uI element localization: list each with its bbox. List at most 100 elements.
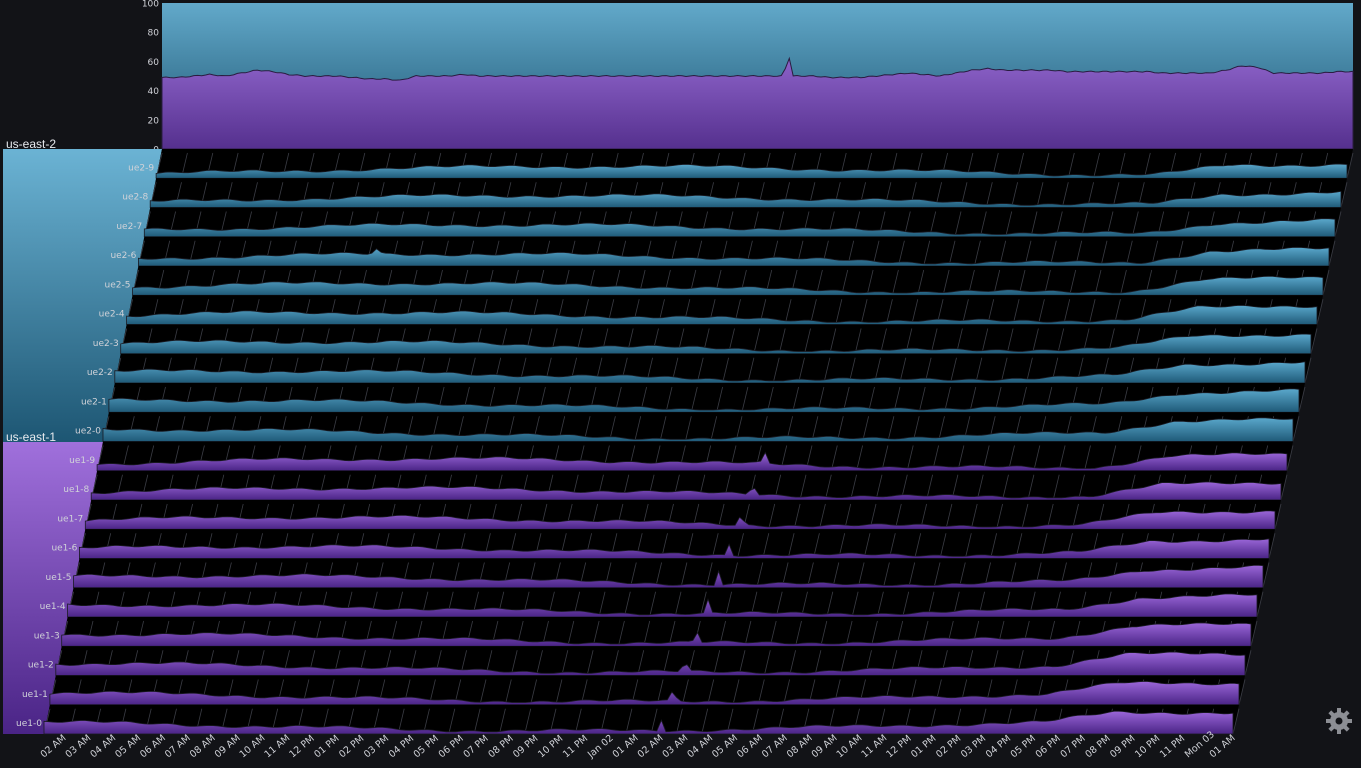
ridge-row-ue1-7: [84, 500, 1282, 530]
ridge-gridline: [567, 620, 575, 647]
ridge-row-ue1-5: [73, 558, 1270, 589]
row-label-ue1-4: ue1-4: [40, 602, 66, 612]
row-label-ue2-3: ue2-3: [93, 339, 119, 349]
ridge-row-ue2-5: [132, 266, 1330, 296]
ridge-gridline: [701, 708, 709, 735]
ridge-row-ue1-9: [96, 441, 1294, 472]
x-tick-label: 05 AM: [710, 733, 740, 761]
x-tick-label: 07 AM: [760, 733, 790, 761]
x-tick-label: 04 PM: [387, 733, 416, 760]
x-tick-label: 09 PM: [511, 733, 540, 760]
x-tick-label: 02 AM: [636, 733, 666, 761]
ridge-gridline: [1027, 474, 1035, 501]
ridge-gridline: [823, 357, 831, 384]
gear-icon[interactable]: [1326, 708, 1352, 734]
x-tick-label: 11 AM: [262, 733, 292, 761]
ridge-gridline: [850, 474, 857, 501]
summary-y-tick: 100: [142, 0, 159, 10]
row-label-ue2-6: ue2-6: [110, 251, 136, 261]
ridge-gridline: [871, 620, 878, 647]
x-tick-label: 06 PM: [437, 733, 466, 760]
ridgeline-rows: [43, 149, 1354, 735]
ridge-gridline: [829, 328, 837, 354]
x-tick-label: 07 PM: [1058, 733, 1087, 760]
x-tick-label: 05 PM: [412, 733, 441, 760]
ridge-gridline: [1057, 328, 1065, 354]
ridge-row-ue1-4: [67, 587, 1264, 618]
summary-y-tick: 60: [148, 58, 160, 68]
ridge-gridline: [862, 416, 869, 442]
ridge-gridline: [996, 503, 1003, 530]
x-tick-label: 08 AM: [188, 733, 218, 761]
ridge-area: [132, 275, 1324, 296]
ridge-gridline: [756, 562, 764, 588]
ridge-row-ue2-9: [155, 149, 1354, 179]
ridge-gridline: [981, 328, 989, 354]
x-tick-label: 03 AM: [63, 733, 93, 761]
ridge-gridline: [1038, 299, 1045, 325]
ridge-gridline: [945, 503, 953, 530]
ridge-gridline: [650, 708, 658, 735]
ridge-gridline: [479, 679, 487, 705]
x-tick-label: 02 PM: [337, 733, 366, 760]
ridge-area: [126, 304, 1318, 325]
ridge-gridline: [711, 533, 719, 559]
ridge-gridline: [918, 386, 926, 413]
x-tick-label: 05 PM: [1009, 733, 1038, 760]
x-tick-label: 03 PM: [362, 733, 391, 760]
ridge-row-ue2-0: [102, 412, 1300, 442]
ridge-gridline: [819, 503, 826, 530]
ridge-gridline: [665, 386, 673, 413]
ridge-gridline: [939, 533, 947, 559]
ridge-gridline: [1021, 503, 1029, 530]
ridge-gridline: [1346, 152, 1354, 179]
ridge-gridline: [1304, 357, 1312, 384]
ridge-gridline: [1067, 152, 1075, 179]
x-tick-label: 11 PM: [1158, 733, 1187, 760]
ridge-gridline: [676, 708, 683, 735]
ridge-gridline: [1063, 299, 1071, 325]
ridge-gridline: [722, 357, 729, 384]
ridge-gridline: [877, 591, 884, 618]
ridge-gridline: [798, 357, 805, 384]
ridge-gridline: [1274, 503, 1282, 530]
ridge-gridline: [747, 357, 755, 384]
ridge-gridline: [1061, 182, 1069, 208]
ridge-area: [114, 361, 1306, 384]
ridge-gridline: [763, 650, 771, 676]
ridge-gridline: [1011, 182, 1018, 208]
ridge-gridline: [555, 679, 563, 705]
ridge-gridline: [1058, 445, 1066, 471]
ridge-gridline: [634, 416, 642, 442]
ridge-area: [73, 564, 1264, 589]
row-label-ue1-1: ue1-1: [22, 690, 48, 700]
ridge-gridline: [990, 533, 997, 559]
row-label-ue2-4: ue2-4: [99, 310, 125, 320]
ridge-gridline: [1078, 474, 1085, 501]
ridge-gridline: [649, 591, 656, 618]
ridge-gridline: [725, 591, 732, 618]
ridge-gridline: [716, 386, 723, 413]
x-tick-label: 12 PM: [884, 733, 913, 760]
row-label-ue2-1: ue2-1: [81, 397, 107, 407]
ridge-gridline: [1005, 211, 1013, 237]
ridge-gridline: [975, 357, 983, 384]
ridge-gridline: [856, 445, 863, 471]
ridge-gridline: [530, 679, 537, 705]
ridge-area: [67, 593, 1258, 618]
ridge-gridline: [1006, 328, 1014, 354]
ridge-gridline: [1286, 445, 1294, 471]
ridge-gridline: [737, 533, 744, 559]
x-tick-label: 08 PM: [486, 733, 515, 760]
ridge-gridline: [1244, 650, 1252, 676]
summary-chart: 020406080100: [142, 0, 1354, 156]
ridge-gridline: [524, 708, 532, 735]
ridge-area: [108, 388, 1300, 413]
ridge-gridline: [892, 269, 899, 296]
ridge-row-ue2-7: [143, 207, 1342, 238]
ridge-gridline: [592, 620, 600, 647]
ridge-area: [61, 622, 1252, 647]
ridge-row-ue1-0: [43, 704, 1240, 735]
row-label-ue2-7: ue2-7: [116, 222, 142, 232]
x-tick-label: 09 PM: [1108, 733, 1137, 760]
